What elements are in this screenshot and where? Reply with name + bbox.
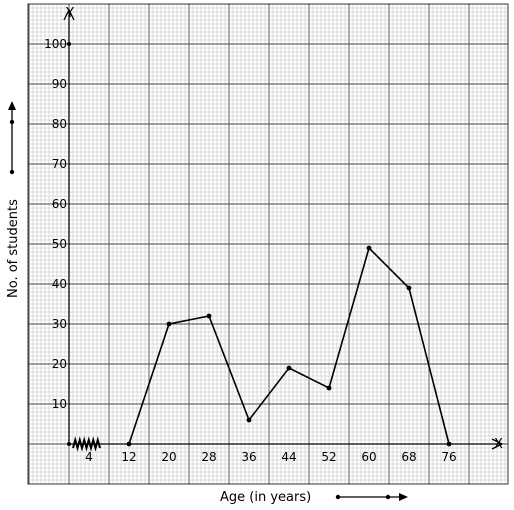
data-point [446, 441, 452, 447]
x-axis-title: Age (in years) [220, 490, 311, 505]
y-axis-arrowhead [63, 8, 75, 21]
x-tick-label: 44 [281, 450, 296, 464]
y-axis-direction-arrow [8, 101, 16, 175]
y-tick-label: 100 [44, 37, 67, 51]
origin-dot [67, 442, 71, 446]
data-point [166, 321, 172, 327]
y-tick-label: 90 [52, 77, 67, 91]
data-point [286, 365, 292, 371]
x-tick-label: 28 [201, 450, 216, 464]
x-axis-letter: X [494, 437, 503, 452]
y-axis-letter: Y [65, 6, 74, 21]
series-layer [126, 245, 452, 447]
y-tick-label: 30 [52, 317, 67, 331]
data-point [326, 385, 332, 391]
axes [63, 8, 504, 452]
x-axis-arrowhead [491, 438, 504, 450]
y-tick-label: 60 [52, 197, 67, 211]
x-tick-label: 60 [361, 450, 376, 464]
data-point [246, 417, 252, 423]
y-tick-label: 40 [52, 277, 67, 291]
x-axis-break [72, 436, 101, 452]
x-tick-label: 12 [121, 450, 136, 464]
data-point [366, 245, 372, 251]
x-axis-direction-arrow [335, 493, 408, 501]
y-tick-label: 20 [52, 357, 67, 371]
x-tick-label: 76 [441, 450, 456, 464]
y-axis-top-dot [67, 42, 71, 46]
tick-labels: 4 12 20 28 36 44 52 60 68 76 10 20 30 40 50 60 70 80 90 100 [44, 37, 457, 464]
graph-paper-grid [27, 3, 509, 485]
y-tick-label: 10 [52, 397, 67, 411]
data-point [206, 313, 212, 319]
data-point [126, 441, 132, 447]
data-point [406, 285, 412, 291]
x-tick-label: 68 [401, 450, 416, 464]
x-tick-label: 36 [241, 450, 256, 464]
x-tick-label: 20 [161, 450, 176, 464]
x-tick-label: 52 [321, 450, 336, 464]
x-tick-label: 4 [85, 450, 93, 464]
y-tick-label: 70 [52, 157, 67, 171]
y-tick-label: 80 [52, 117, 67, 131]
y-tick-label: 50 [52, 237, 67, 251]
y-axis-title: No. of students [6, 199, 21, 298]
